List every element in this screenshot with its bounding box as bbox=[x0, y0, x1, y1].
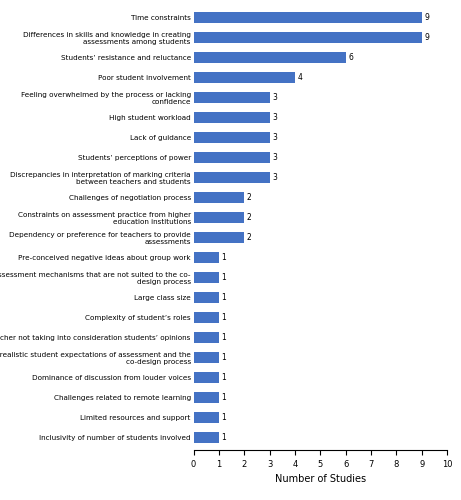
Text: 1: 1 bbox=[221, 253, 226, 262]
Text: 2: 2 bbox=[247, 193, 252, 202]
Text: 1: 1 bbox=[221, 273, 226, 282]
Bar bbox=[194, 412, 219, 424]
Text: 1: 1 bbox=[221, 354, 226, 362]
Bar bbox=[194, 192, 244, 203]
Bar bbox=[194, 372, 219, 384]
Text: 1: 1 bbox=[221, 414, 226, 422]
Bar bbox=[194, 312, 219, 323]
Text: 9: 9 bbox=[424, 12, 429, 22]
Bar bbox=[194, 212, 244, 223]
Bar bbox=[194, 112, 270, 123]
Bar bbox=[194, 272, 219, 283]
Text: 1: 1 bbox=[221, 293, 226, 302]
Bar bbox=[194, 332, 219, 344]
Bar bbox=[194, 12, 422, 22]
Text: 3: 3 bbox=[272, 153, 277, 162]
Text: 3: 3 bbox=[272, 133, 277, 142]
Text: 1: 1 bbox=[221, 394, 226, 402]
Text: 9: 9 bbox=[424, 32, 429, 42]
Bar bbox=[194, 252, 219, 263]
Text: 1: 1 bbox=[221, 374, 226, 382]
Bar bbox=[194, 292, 219, 303]
Text: 3: 3 bbox=[272, 113, 277, 122]
Text: 2: 2 bbox=[247, 233, 252, 242]
Text: 1: 1 bbox=[221, 434, 226, 442]
Bar bbox=[194, 232, 244, 243]
Text: 2: 2 bbox=[247, 213, 252, 222]
Bar bbox=[194, 352, 219, 364]
Text: 4: 4 bbox=[298, 72, 302, 82]
Text: 3: 3 bbox=[272, 92, 277, 102]
Bar bbox=[194, 132, 270, 143]
Text: 6: 6 bbox=[349, 52, 353, 62]
Bar bbox=[194, 152, 270, 163]
Bar bbox=[194, 52, 346, 62]
Bar bbox=[194, 392, 219, 404]
Text: 3: 3 bbox=[272, 173, 277, 182]
X-axis label: Number of Studies: Number of Studies bbox=[275, 474, 366, 484]
Bar bbox=[194, 432, 219, 444]
Bar bbox=[194, 172, 270, 183]
Text: 1: 1 bbox=[221, 333, 226, 342]
Text: 1: 1 bbox=[221, 313, 226, 322]
Bar bbox=[194, 92, 270, 102]
Bar bbox=[194, 32, 422, 42]
Bar bbox=[194, 72, 295, 83]
